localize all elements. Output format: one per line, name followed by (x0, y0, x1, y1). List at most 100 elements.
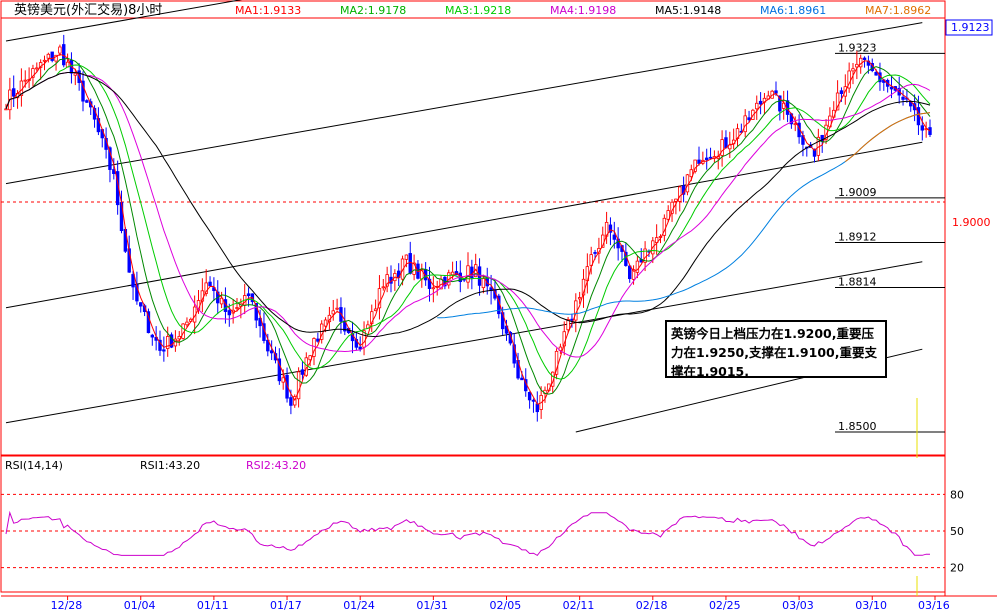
candle-body (612, 234, 616, 240)
candle-body (50, 51, 54, 61)
ma-legend-item: MA6:1.8961 (760, 4, 826, 17)
candle-body (85, 100, 89, 103)
candle-body (597, 248, 601, 254)
candle-body (150, 334, 154, 338)
candle-body (554, 350, 559, 375)
candle-body (377, 288, 382, 309)
candle-body (793, 123, 797, 126)
candle-body (162, 349, 166, 352)
candle-body (381, 286, 385, 289)
ma-line (5, 72, 931, 358)
candle-body (693, 159, 697, 172)
chart-title: 英镑美元(外汇交易)8小时 (14, 2, 162, 18)
candle-body (481, 278, 486, 289)
candle-body (689, 169, 693, 178)
rsi-panel-frame (0, 455, 946, 593)
ma-legend-item: MA7:1.8962 (865, 4, 931, 17)
candle-body (58, 46, 62, 54)
candle-body (404, 254, 409, 260)
candle-body (254, 302, 258, 321)
date-tick-label: 01/04 (124, 599, 156, 612)
candle-body (674, 198, 678, 202)
candle-body (920, 125, 924, 131)
candle-body (54, 54, 58, 62)
rsi-tick-label: 20 (950, 562, 964, 575)
rsi-tick-label: 80 (950, 488, 964, 501)
candle-body (531, 399, 536, 402)
candle-body (385, 274, 389, 287)
candle-body (289, 397, 293, 406)
date-tick-label: 01/31 (416, 599, 448, 612)
candle-body (720, 139, 724, 156)
candle-body (335, 307, 339, 310)
moving-averages (5, 53, 931, 405)
level-lines: 1.9323 1.9009 1.8912 1.8814 1.8500 (835, 41, 945, 433)
candle-body (108, 147, 112, 170)
candle-body (331, 310, 335, 315)
level-label: 1.8912 (838, 230, 877, 243)
candle-body (235, 307, 239, 309)
last-price-label: 1.9123 (951, 21, 990, 34)
ma-line (5, 72, 931, 338)
candle-body (139, 302, 143, 307)
candle-body (246, 293, 251, 297)
candle-body (185, 321, 189, 326)
candle-body (73, 72, 77, 76)
date-tick-label: 03/16 (918, 599, 950, 612)
date-tick-label: 12/28 (51, 599, 83, 612)
candle-body (535, 403, 539, 413)
candle-body (35, 67, 39, 70)
candle-body (285, 374, 289, 399)
candle-body (608, 224, 613, 233)
level-label: 1.9323 (838, 41, 877, 54)
trend-lines (5, 0, 923, 433)
date-tick-label: 01/17 (270, 599, 302, 612)
candle-body (635, 260, 640, 273)
candle-body (208, 281, 212, 287)
candle-body (23, 79, 27, 82)
candle-body (42, 59, 47, 62)
level-label: 1.8814 (838, 276, 877, 289)
candle-body (577, 297, 582, 300)
candle-body (628, 265, 632, 280)
candle-body (847, 70, 851, 89)
candle-body (169, 334, 174, 348)
candle-body (747, 117, 751, 121)
candle-body (581, 278, 586, 296)
date-tick-label: 02/11 (563, 599, 595, 612)
rsi2-value: RSI2:43.20 (246, 459, 306, 472)
date-axis: 12/28 01/04 01/11 01/17 01/24 01/31 02/05 02/11… (51, 596, 950, 612)
ma-legend: MA1:1.9133 MA2:1.9178 MA3:1.9218 MA4:1.9198… (235, 4, 931, 17)
candle-body (323, 319, 328, 327)
ma-line (844, 112, 931, 162)
candle-body (778, 95, 782, 112)
candle-body (708, 156, 713, 159)
candle-body (812, 148, 817, 157)
date-tick-label: 03/10 (855, 599, 887, 612)
candle-body (46, 53, 51, 59)
candle-body (258, 317, 262, 327)
candle-body (755, 102, 759, 110)
candle-body (158, 339, 162, 351)
last-price-box (945, 19, 993, 36)
candle-body (593, 252, 597, 254)
candle-body (901, 96, 905, 100)
candle-body (743, 115, 747, 133)
candle-body (678, 186, 682, 202)
trend-line (5, 0, 243, 42)
date-tick-label: 02/18 (636, 599, 668, 612)
candle-body (412, 262, 416, 275)
ma-legend-item: MA2:1.9178 (340, 4, 406, 17)
main-panel-frame (0, 0, 946, 456)
candle-body (4, 108, 8, 111)
candle-body (131, 274, 135, 288)
candle-body (316, 338, 320, 342)
candle-body (31, 68, 35, 78)
candle-body (296, 371, 301, 400)
candle-body (466, 265, 470, 283)
candle-body (300, 369, 305, 375)
candle-body (450, 271, 455, 276)
date-tick-label: 03/03 (782, 599, 814, 612)
candle-body (408, 253, 412, 274)
candle-body (889, 86, 894, 90)
